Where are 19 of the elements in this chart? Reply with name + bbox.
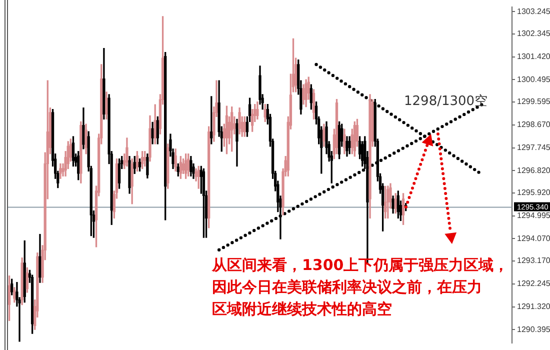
y-tick-label: 1293.170 (517, 256, 550, 266)
y-tick-label: 1297.745 (517, 142, 550, 152)
y-tick-label: 1300.495 (517, 74, 550, 84)
y-tick-label: 1294.070 (517, 234, 550, 243)
y-tick-label: 1290.395 (517, 324, 550, 334)
y-tick-label: 1292.245 (517, 279, 550, 288)
y-tick-label: 1294.995 (517, 211, 550, 220)
y-tick-label: 1291.320 (517, 302, 550, 312)
annotation: 1298/1300空 (404, 93, 488, 110)
y-tick-label: 1295.920 (517, 188, 550, 198)
annotation: 从区间来看，1300上下仍属于强压力区域， (212, 255, 509, 276)
y-tick-label: 1302.345 (517, 29, 550, 38)
y-tick-label: 1301.420 (517, 52, 550, 62)
annotation: 因此今日在美联储利率决议之前，在压力 (212, 277, 482, 298)
y-tick-label: 1299.595 (517, 97, 550, 106)
annotation: 区域附近继续技术性的高空 (212, 299, 392, 320)
y-tick-label: 1303.245 (517, 6, 550, 16)
y-tick-label: 1298.670 (517, 120, 550, 130)
y-tick-label: 1296.820 (517, 166, 550, 175)
